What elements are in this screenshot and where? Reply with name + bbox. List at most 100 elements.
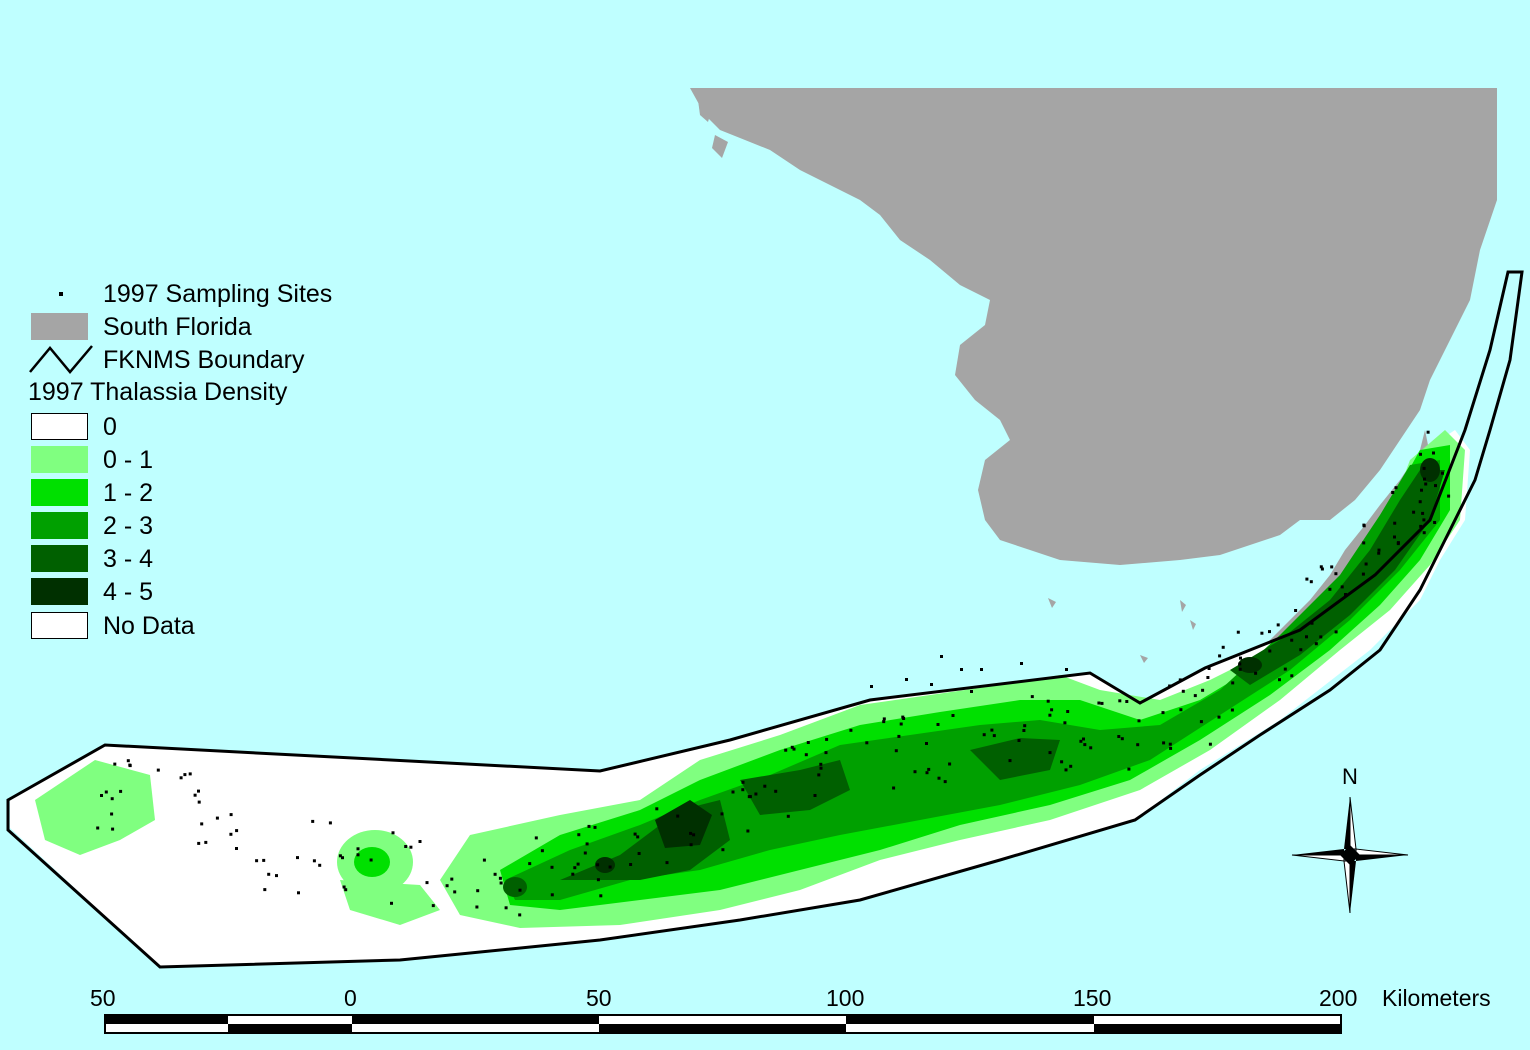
sampling-site-dot [111, 827, 115, 831]
sampling-site-dot [577, 833, 581, 837]
sampling-site-dot [445, 884, 449, 888]
sampling-site-dot [1394, 486, 1398, 490]
sampling-site-dot [550, 865, 554, 869]
sampling-site-dot [960, 668, 963, 671]
sampling-site-dot [913, 770, 917, 774]
sampling-site-dot [390, 901, 393, 905]
density-swatch [31, 545, 88, 572]
sampling-site-dot [870, 685, 873, 688]
sampling-site-dot [1201, 688, 1205, 692]
sampling-site-dot [892, 786, 896, 790]
sampling-site-dot [721, 848, 725, 852]
sampling-site-dot [1065, 668, 1068, 671]
sampling-site-dot [980, 668, 983, 671]
sampling-site-dot [504, 906, 508, 910]
sampling-site-dot [819, 762, 823, 766]
sampling-site-dot [930, 683, 933, 686]
sampling-site-dot [599, 894, 603, 898]
sampling-site-dot [341, 856, 344, 860]
sampling-site-dot [813, 794, 817, 797]
sampling-site-dot [943, 780, 947, 784]
sampling-site-dot [1022, 729, 1026, 732]
sampling-site-dot [1290, 638, 1294, 642]
sampling-site-dot [267, 872, 271, 876]
sampling-site-dot [882, 717, 886, 721]
legend-class-row: 2 - 3 [28, 510, 388, 542]
sampling-site-dot [902, 717, 906, 720]
density-swatch [31, 612, 88, 639]
sampling-site-dot [1362, 524, 1366, 528]
scale-tick-label: 150 [1073, 985, 1112, 1011]
sampling-site-dot [1083, 743, 1087, 747]
sampling-site-dot [982, 733, 986, 737]
sampling-site-dot [1066, 710, 1070, 713]
sampling-site-dot [183, 773, 187, 777]
sampling-site-dot [1137, 719, 1141, 723]
sampling-site-dot [940, 655, 943, 658]
sampling-site-dot [897, 734, 901, 738]
sampling-site-dot [369, 858, 373, 862]
sampling-site-dot [1125, 700, 1129, 703]
sampling-site-dot [96, 826, 100, 830]
sampling-site-dot [731, 790, 735, 794]
sampling-site-dot [179, 776, 183, 780]
sampling-site-dot [819, 766, 823, 770]
sampling-site-dot [193, 793, 197, 797]
density-swatch [31, 446, 88, 473]
sampling-site-dot [927, 767, 931, 771]
sampling-site-dot [1254, 671, 1258, 675]
sampling-site-dot [1278, 678, 1281, 682]
sampling-site-dot [262, 858, 266, 862]
legend-class-row: 1 - 2 [28, 477, 388, 509]
sampling-site-dot [1422, 531, 1426, 535]
sampling-site-dot [255, 859, 259, 863]
sampling-site-dot [1008, 759, 1012, 763]
sampling-site-dot [475, 905, 479, 909]
sampling-site-dot [583, 851, 587, 855]
sampling-site-dot [1426, 430, 1430, 434]
sampling-site-dot [1120, 737, 1124, 741]
sampling-site-dot [905, 678, 908, 681]
sampling-site-dot [356, 847, 360, 851]
sampling-site-dot [970, 690, 973, 693]
sampling-site-dot [596, 863, 600, 867]
sampling-site-dot [746, 829, 750, 833]
scale-tick-label: 50 [90, 985, 116, 1011]
sampling-site-dot [865, 741, 869, 745]
sampling-site-dot [1283, 667, 1287, 671]
sampling-site-dot [676, 814, 680, 818]
sampling-site-dot [550, 893, 554, 897]
sampling-site-dot [825, 737, 829, 741]
sampling-site-dot [235, 829, 239, 833]
sampling-site-dot [1305, 577, 1309, 581]
sampling-site-dot [720, 812, 724, 816]
sampling-site-dot [1334, 630, 1338, 634]
sampling-site-dot [476, 889, 480, 893]
sampling-site-dot [450, 877, 454, 881]
sampling-site-dot [1441, 471, 1444, 475]
sampling-site-dot [655, 807, 659, 811]
sampling-site-dot [1023, 724, 1027, 728]
legend-density-title: 1997 Thalassia Density [28, 378, 288, 406]
sampling-site-dot [197, 789, 200, 793]
sampling-site-dot [585, 842, 589, 846]
sampling-site-dot [110, 812, 114, 816]
florida-swatch [31, 313, 88, 340]
sampling-site-dot [1299, 648, 1303, 652]
sampling-site-dot [1168, 684, 1172, 688]
sampling-site-dot [197, 800, 201, 804]
sampling-site-dot [899, 722, 903, 726]
sampling-site-dot [747, 795, 751, 799]
south-florida-landmass [690, 88, 1497, 663]
sampling-site-dot [1208, 742, 1212, 746]
sampling-site-dot [200, 822, 204, 826]
sampling-site-dot [1136, 743, 1140, 747]
sampling-site-dot [741, 780, 745, 784]
sampling-site-dot [806, 741, 810, 744]
sampling-site-dot [1260, 631, 1264, 635]
sampling-site-dot [1048, 713, 1052, 717]
sampling-site-dot [689, 831, 693, 835]
sampling-site-dot [204, 840, 208, 844]
sampling-site-dot [1320, 567, 1324, 571]
